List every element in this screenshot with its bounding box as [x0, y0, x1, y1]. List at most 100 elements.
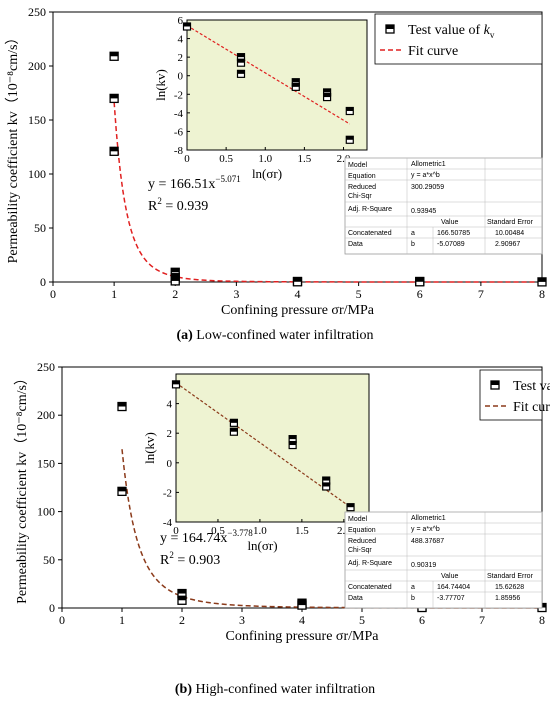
x-axis-label: Confining pressure σr/MPa — [226, 629, 380, 644]
table-cell: Adj. R-Square — [348, 560, 392, 567]
legend-marker — [490, 380, 500, 390]
table-cell: 300.29059 — [411, 184, 444, 191]
inset-y-tick-label: -4 — [174, 108, 184, 120]
r2-sup: 2 — [169, 550, 174, 560]
table-cell: Reduced — [348, 538, 376, 545]
legend-box — [374, 13, 543, 65]
table-cell: y = a*x^b — [411, 526, 440, 533]
data-point — [297, 600, 307, 610]
inset-data-point — [345, 106, 354, 116]
data-point — [537, 277, 547, 287]
x-tick-label: 6 — [417, 287, 423, 301]
legend: Test value of kv Fit curve — [374, 13, 543, 65]
fit-stats-table: Model Allometric1 Equation y = a*x^b Reduced… — [344, 511, 543, 609]
caption-b-letter: (b) — [174, 682, 192, 697]
inset-y-tick-label: 0 — [167, 458, 173, 470]
table-cell: Concatenated — [348, 584, 392, 591]
table-cell: 0.90319 — [411, 562, 436, 569]
legend-test-sub: v — [490, 30, 495, 40]
data-point — [170, 276, 180, 286]
inset-x-tick-label: 0 — [173, 525, 179, 537]
table-cell: Value — [441, 219, 458, 226]
y-tick-label: 250 — [28, 5, 46, 19]
x-tick-label: 0 — [50, 287, 56, 301]
data-point — [117, 486, 127, 497]
x-tick-label: 6 — [419, 613, 425, 627]
inset-data-point — [182, 22, 192, 31]
table-cell: -5.07089 — [437, 241, 465, 248]
table-cell: Data — [348, 241, 363, 248]
inset-y-tick-label: 4 — [167, 399, 173, 411]
x-tick-label: 3 — [239, 613, 245, 627]
y-tick-label: 100 — [37, 505, 55, 519]
legend-fit-label: Fit curve — [513, 400, 550, 415]
data-point — [177, 595, 187, 605]
legend: Test value of kv Fit curve — [479, 369, 550, 421]
table-cell: Chi-Sqr — [348, 547, 372, 554]
inset-fit-line — [175, 382, 351, 508]
legend-test-label: Test value of kv — [408, 23, 495, 40]
y-tick-label: 150 — [37, 456, 55, 470]
x-tick-label: 2 — [179, 613, 185, 627]
x-tick-label: 8 — [539, 287, 545, 301]
table-cell: b — [411, 241, 415, 248]
table-cell: Equation — [348, 527, 376, 534]
inset-x-tick-label: 1.0 — [253, 525, 267, 537]
legend-test-prefix: Test value of — [513, 379, 550, 394]
legend-fit-label: Fit curve — [408, 44, 458, 59]
inset-y-label: ln(kv) — [153, 69, 168, 101]
table-cell: 166.50785 — [437, 230, 470, 237]
inset-y-tick-label: -6 — [174, 126, 184, 138]
table-cell: Standard Error — [487, 219, 534, 226]
table-cell: y = a*x^b — [411, 172, 440, 179]
y-tick-label: 100 — [28, 167, 46, 181]
fit-stats-table: Model Allometric1 Equation y = a*x^b Reduced… — [344, 157, 543, 255]
fit-exponent: −5.071 — [215, 174, 240, 184]
x-tick-label: 4 — [299, 613, 305, 627]
data-point — [292, 277, 303, 287]
legend-test-var: k — [484, 23, 491, 38]
y-tick-label: 250 — [37, 360, 55, 374]
x-axis-label: Confining pressure σr/MPa — [221, 303, 375, 318]
y-tick-label: 50 — [34, 221, 46, 235]
caption-b-text: High-confined water infiltration — [195, 682, 376, 697]
inset-data-point — [171, 380, 181, 389]
inset-y-tick-label: 2 — [178, 52, 184, 64]
inset-x-tick-label: 1.5 — [298, 153, 312, 165]
inset-x-tick-label: 0 — [184, 153, 190, 165]
x-tick-label: 3 — [233, 287, 239, 301]
table-cell: Chi-Sqr — [348, 193, 372, 200]
table-cell: Standard Error — [487, 573, 534, 580]
inset-x-tick-label: 0.5 — [219, 153, 233, 165]
x-tick-label: 7 — [479, 613, 485, 627]
data-point — [415, 277, 425, 287]
x-tick-label: 5 — [359, 613, 365, 627]
table-cell: a — [411, 230, 415, 237]
inset-data-point — [291, 82, 300, 91]
table-cell: Allometric1 — [411, 161, 446, 168]
legend-box — [479, 369, 543, 421]
table-cell: Equation — [348, 173, 376, 180]
inset-data-point — [229, 418, 238, 427]
inset-x-tick-label: 1.0 — [258, 153, 272, 165]
data-point — [109, 51, 119, 61]
table-cell: 0.93945 — [411, 208, 436, 215]
table-cell: a — [411, 584, 415, 591]
y-tick-label: 200 — [28, 59, 46, 73]
inset-x-tick-label: 1.5 — [295, 525, 309, 537]
table-cell: Concatenated — [348, 230, 392, 237]
x-tick-label: 8 — [539, 613, 545, 627]
x-tick-label: 1 — [119, 613, 125, 627]
table-cell: Allometric1 — [411, 515, 446, 522]
legend-test-label: Test value of kv — [513, 379, 550, 396]
inset-y-tick-label: 4 — [178, 34, 184, 46]
x-tick-label: 0 — [59, 613, 65, 627]
table-cell: Data — [348, 595, 363, 602]
table-cell: 1.85956 — [495, 595, 520, 602]
inset-y-tick-label: -8 — [174, 145, 184, 157]
table-cell: 10.00484 — [495, 230, 524, 237]
